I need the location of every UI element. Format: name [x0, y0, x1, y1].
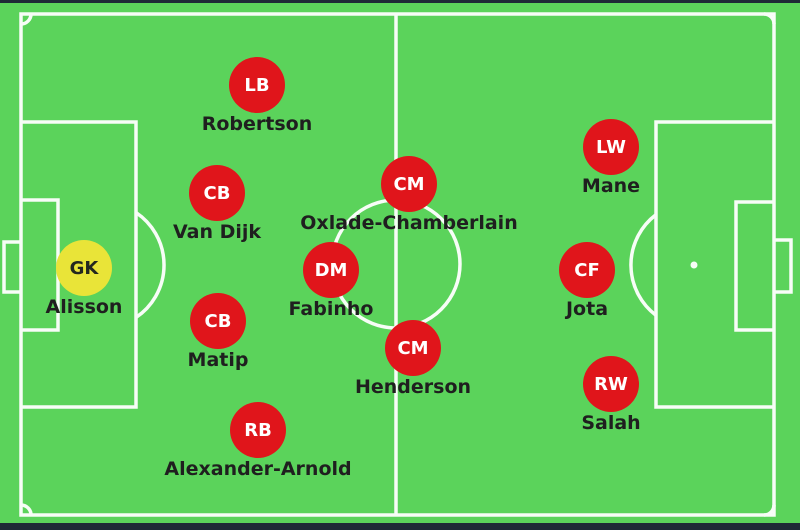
player-marker-van-dijk[interactable]: CB Van Dijk [173, 165, 261, 243]
player-name: Oxlade-Chamberlain [300, 212, 518, 234]
player-name: Van Dijk [172, 221, 262, 243]
goal-area-right [734, 200, 774, 332]
player-marker-henderson[interactable]: CM Henderson [355, 320, 471, 398]
player-name: Mane [581, 175, 641, 197]
position-badge[interactable]: DM [303, 242, 359, 298]
player-name: Alisson [45, 296, 123, 318]
position-label: CM [397, 337, 429, 359]
position-label: CB [203, 182, 231, 204]
corner-arc-bottom-right [763, 504, 776, 517]
frame-strip-top [0, 0, 800, 3]
position-label: RB [244, 419, 272, 441]
penalty-box-left [21, 120, 138, 409]
player-marker-robertson[interactable]: LB Robertson [202, 57, 312, 135]
penalty-box-right [654, 120, 774, 409]
player-marker-jota[interactable]: CF Jota [559, 242, 615, 320]
position-badge[interactable]: CB [190, 293, 246, 349]
player-name: Matip [187, 349, 249, 371]
frame-strip-bottom [0, 523, 800, 530]
player-name: Henderson [354, 376, 472, 398]
position-label: CM [393, 173, 425, 195]
player-name: Salah [581, 412, 641, 434]
position-label: CB [204, 310, 232, 332]
position-label: CF [574, 259, 600, 281]
position-badge[interactable]: CB [189, 165, 245, 221]
player-name: Jota [565, 298, 609, 320]
player-name: Alexander-Arnold [164, 458, 352, 480]
goal-left [2, 240, 21, 294]
player-name: Robertson [201, 113, 313, 135]
player-marker-alexander-arnold[interactable]: RB Alexander-Arnold [164, 402, 352, 480]
position-label: GK [69, 257, 99, 279]
corner-arc-bottom-left [20, 503, 33, 516]
penalty-arc-right [629, 213, 658, 317]
position-badge[interactable]: GK [56, 240, 112, 296]
position-label: DM [314, 259, 348, 281]
position-badge[interactable]: RB [230, 402, 286, 458]
player-marker-salah[interactable]: RW Salah [581, 356, 641, 434]
player-marker-oxlade-chamberlain[interactable]: CM Oxlade-Chamberlain [300, 156, 518, 234]
position-badge[interactable]: CM [381, 156, 437, 212]
player-name: Fabinho [288, 298, 374, 320]
penalty-spot-right [690, 261, 698, 269]
position-badge[interactable]: CM [385, 320, 441, 376]
position-badge[interactable]: LW [583, 119, 639, 175]
position-label: LW [596, 136, 626, 158]
corner-arc-top-left [20, 13, 33, 26]
player-marker-matip[interactable]: CB Matip [188, 293, 248, 371]
player-marker-mane[interactable]: LW Mane [582, 119, 640, 197]
position-badge[interactable]: CF [559, 242, 615, 298]
corner-arc-top-right [763, 12, 776, 25]
player-marker-fabinho[interactable]: DM Fabinho [289, 242, 373, 320]
goal-right [774, 238, 793, 294]
position-badge[interactable]: RW [583, 356, 639, 412]
position-badge[interactable]: LB [229, 57, 285, 113]
penalty-arc-left [135, 211, 166, 319]
position-label: LB [244, 74, 270, 96]
position-label: RW [594, 373, 628, 395]
player-marker-alisson[interactable]: GK Alisson [46, 240, 122, 318]
